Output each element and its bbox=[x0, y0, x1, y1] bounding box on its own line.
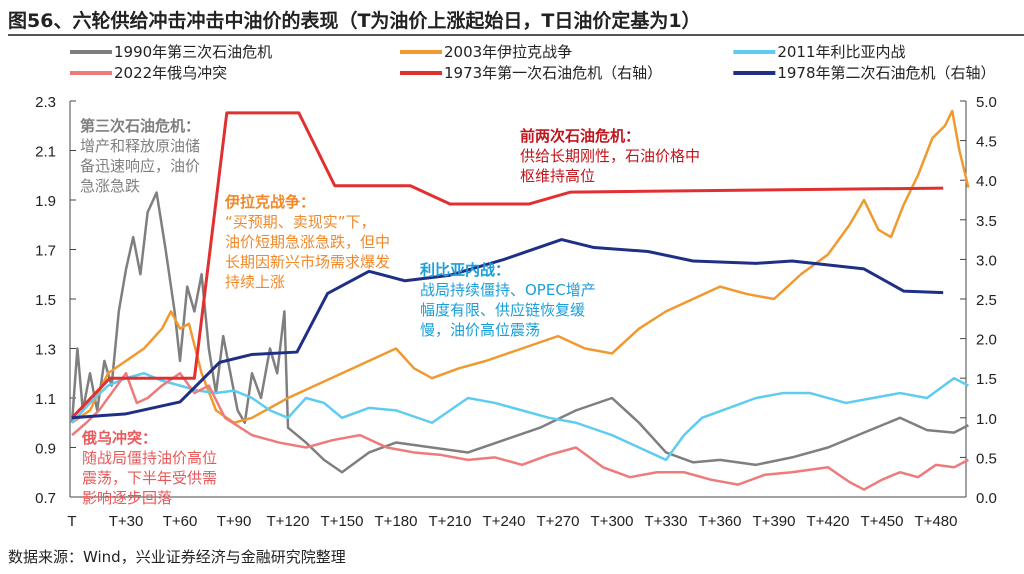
x-tick-label: T+240 bbox=[483, 513, 526, 530]
annotation-orange: 伊拉克战争： “买预期、卖现实”下， 油价短期急涨急跌，但中 长期因新兴市场需求爆发持… bbox=[225, 192, 390, 292]
annotation-line: 急涨急跌 bbox=[80, 177, 141, 195]
x-tick-label: T+270 bbox=[537, 513, 580, 530]
y-tick-label: 1.7 bbox=[35, 243, 56, 260]
annotation-line: 随战局僵持油价高位 bbox=[82, 449, 218, 467]
series-line-1 bbox=[71, 109, 970, 424]
legend-label: 1973年第一次石油危机（右轴） bbox=[444, 64, 662, 82]
x-tick-label: T+120 bbox=[267, 513, 310, 530]
x-tick-label: T bbox=[67, 513, 76, 530]
y2-tick-label: 4.5 bbox=[976, 134, 997, 151]
x-tick-label: T+30 bbox=[109, 513, 144, 530]
y-tick-label: 0.7 bbox=[35, 490, 56, 507]
title-divider bbox=[8, 34, 1024, 36]
annotation-line: 震荡，下半年受供需 bbox=[82, 469, 218, 487]
annotation-heading: 前两次石油危机： bbox=[520, 127, 641, 145]
annotation-line: 增产和释放原油储 bbox=[80, 137, 201, 155]
y2-tick-label: 2.0 bbox=[976, 332, 997, 349]
series-line-0 bbox=[70, 191, 969, 474]
y-tick-label: 1.1 bbox=[35, 391, 56, 408]
y-tick-label: 1.3 bbox=[35, 342, 56, 359]
annotation-line: 枢维持高位 bbox=[520, 167, 596, 185]
x-tick-label: T+180 bbox=[375, 513, 418, 530]
y2-tick-label: 2.5 bbox=[976, 292, 997, 309]
y2-tick-label: 0.5 bbox=[976, 450, 997, 467]
y-tick-label: 2.3 bbox=[35, 94, 56, 111]
x-tick-label: T+390 bbox=[753, 513, 796, 530]
legend-label: 2022年俄乌冲突 bbox=[114, 64, 227, 82]
y2-tick-label: 1.5 bbox=[976, 371, 997, 388]
y-tick-label: 1.9 bbox=[35, 193, 56, 210]
annotation-line: 幅度有限、供应链恢复缓 bbox=[420, 301, 586, 319]
x-tick-label: T+360 bbox=[699, 513, 742, 530]
x-tick-label: T+150 bbox=[321, 513, 364, 530]
y2-tick-label: 3.0 bbox=[976, 252, 997, 269]
annotation-line: 影响逐步回落 bbox=[82, 489, 173, 507]
annotation-line: 备迅速响应，油价 bbox=[80, 157, 201, 175]
x-tick-label: T+90 bbox=[217, 513, 252, 530]
y-tick-label: 1.5 bbox=[35, 292, 56, 309]
annotation-gray: 第三次石油危机： 增产和释放原油储 备迅速响应，油价 急涨急跌 bbox=[80, 116, 200, 196]
x-tick-label: T+420 bbox=[807, 513, 850, 530]
annotation-pink: 俄乌冲突： 随战局僵持油价高位 震荡，下半年受供需 影响逐步回落 bbox=[82, 428, 217, 508]
legend-label: 1978年第二次石油危机（右轴） bbox=[777, 64, 995, 82]
annotation-red: 前两次石油危机： 供给长期刚性，石油价格中 枢维持高位 bbox=[520, 126, 700, 186]
annotation-line: 慢，油价高位震荡 bbox=[420, 321, 541, 339]
annotation-line: 供给长期刚性，石油价格中 bbox=[520, 147, 701, 165]
annotation-line: 战局持续僵持、OPEC增产 bbox=[420, 281, 596, 299]
annotation-line: 长期因新兴市场需求爆发 bbox=[225, 253, 391, 271]
annotation-heading: 伊拉克战争： bbox=[225, 193, 316, 211]
chart-title: 图56、六轮供给冲击冲击中油价的表现（T为油价上涨起始日，T日油价定基为1） bbox=[8, 10, 701, 32]
x-tick-label: T+450 bbox=[861, 513, 904, 530]
x-tick-label: T+210 bbox=[429, 513, 472, 530]
y2-tick-label: 5.0 bbox=[976, 94, 997, 111]
annotation-heading: 俄乌冲突： bbox=[82, 429, 158, 447]
annotation-cyan: 利比亚内战： 战局持续僵持、OPEC增产 幅度有限、供应链恢复缓 慢，油价高位震荡 bbox=[420, 260, 596, 340]
y2-tick-label: 3.5 bbox=[976, 213, 997, 230]
y2-tick-label: 1.0 bbox=[976, 411, 997, 428]
series-line-5 bbox=[71, 238, 944, 420]
x-tick-label: T+300 bbox=[591, 513, 634, 530]
y-tick-label: 0.9 bbox=[35, 441, 56, 458]
legend-label: 2011年利比亚内战 bbox=[777, 43, 905, 61]
legend-label: 1990年第三次石油危机 bbox=[114, 43, 272, 61]
annotation-heading: 第三次石油危机： bbox=[80, 117, 201, 135]
annotation-line: 油价短期急涨急跌，但中 bbox=[225, 233, 391, 251]
annotation-line: 持续上涨 bbox=[225, 273, 286, 291]
x-tick-label: T+330 bbox=[645, 513, 688, 530]
series-line-4 bbox=[70, 111, 944, 419]
annotation-heading: 利比亚内战： bbox=[420, 261, 511, 279]
source-note: 数据来源：Wind，兴业证券经济与金融研究院整理 bbox=[8, 548, 346, 566]
series-line-3 bbox=[71, 372, 969, 491]
annotation-line: “买预期、卖现实”下， bbox=[225, 213, 376, 231]
y-tick-label: 2.1 bbox=[35, 144, 56, 161]
y2-tick-label: 4.0 bbox=[976, 173, 997, 190]
y2-tick-label: 0.0 bbox=[976, 490, 997, 507]
series-line-2 bbox=[71, 372, 969, 462]
x-tick-label: T+480 bbox=[915, 513, 958, 530]
legend-label: 2003年伊拉克战争 bbox=[444, 43, 572, 61]
x-tick-label: T+60 bbox=[163, 513, 198, 530]
